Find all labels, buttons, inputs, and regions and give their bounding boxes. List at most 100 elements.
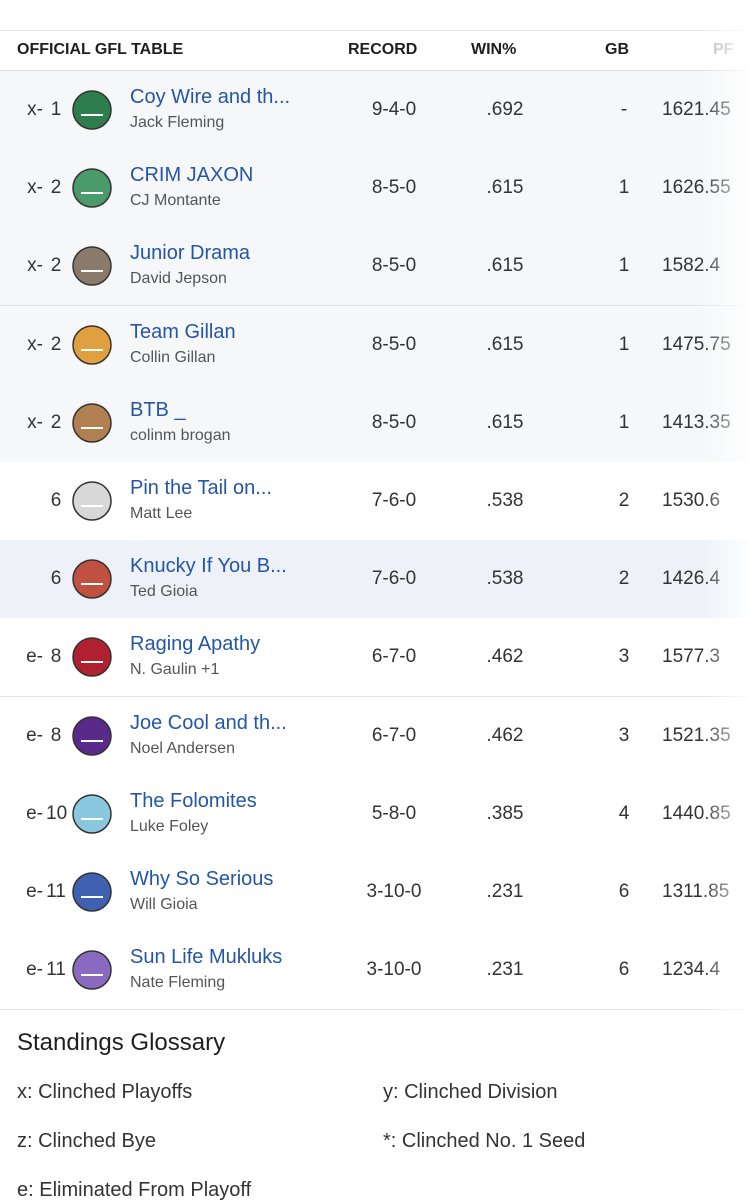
team-name[interactable]: Sun Life Mukluks — [130, 946, 283, 969]
record: 6-7-0 — [371, 724, 417, 746]
column-header[interactable]: WIN% — [471, 41, 517, 58]
table-row[interactable]: 6 Knucky If You B... Ted Gioia 7-6-0 .538 2 14… — [0, 540, 748, 620]
points-for: 1621.45 — [662, 99, 731, 120]
owner-name: Collin Gillan — [130, 348, 216, 366]
record: 8-5-0 — [371, 177, 417, 199]
games-back: 2 — [618, 568, 630, 590]
points-for: 1475.75 — [662, 333, 731, 355]
status-prefix: x- — [27, 255, 43, 277]
points-for: 1426.4 — [662, 568, 721, 590]
glossary-item: z: Clinched Bye — [17, 1130, 156, 1152]
owner-name: N. Gaulin +1 — [130, 661, 220, 679]
rank: 2 — [50, 411, 62, 433]
win-pct: .615 — [486, 255, 524, 277]
win-pct: .462 — [486, 724, 524, 746]
owner-name: Luke Foley — [130, 817, 209, 835]
rank: 11 — [46, 881, 66, 902]
games-back: 6 — [618, 881, 630, 902]
win-pct: .538 — [486, 490, 524, 511]
record: 9-4-0 — [371, 99, 417, 120]
points-for: 1530.6 — [662, 490, 721, 511]
owner-name: Jack Fleming — [130, 114, 225, 131]
team-name[interactable]: Why So Serious — [130, 868, 274, 890]
table-row[interactable]: x- 1 Coy Wire and th... Jack Fleming 9-4-0 .6… — [0, 71, 748, 150]
games-back: - — [620, 99, 628, 120]
team-name[interactable]: Raging Apathy — [130, 633, 261, 656]
team-avatar — [72, 715, 112, 756]
rank: 1 — [50, 99, 62, 120]
status-prefix: x- — [27, 333, 43, 355]
rank: 2 — [50, 177, 62, 199]
table-row[interactable]: e- 10 The Folomites Luke Foley 5-8-0 .385 4 144… — [0, 774, 748, 854]
column-header[interactable]: PF — [713, 41, 734, 58]
column-header[interactable]: RECORD — [348, 41, 418, 58]
team-name[interactable]: Coy Wire and th... — [130, 86, 291, 108]
table-row[interactable]: x- 2 Junior Drama David Jepson 8-5-0 .615 1 158… — [0, 227, 748, 307]
owner-name: Nate Fleming — [130, 974, 226, 992]
owner-name: David Jepson — [130, 270, 227, 288]
record: 3-10-0 — [366, 881, 422, 902]
win-pct: .462 — [486, 646, 524, 668]
rank: 6 — [50, 568, 62, 590]
team-avatar — [72, 168, 112, 208]
status-prefix: e- — [26, 724, 43, 746]
owner-name: Matt Lee — [130, 505, 193, 522]
games-back: 2 — [618, 490, 630, 511]
table-row[interactable]: x- 2 CRIM JAXON CJ Montante 8-5-0 .615 1 1626.5… — [0, 149, 748, 229]
team-name[interactable]: BTB _ — [130, 398, 186, 421]
rank: 11 — [46, 959, 66, 981]
table-row[interactable]: e- 11 Why So Serious Will Gioia 3-10-0 .231 6 1… — [0, 853, 748, 932]
column-header[interactable]: GB — [605, 41, 629, 58]
team-name[interactable]: Pin the Tail on... — [130, 477, 272, 499]
glossary-title: Standings Glossary — [17, 1029, 226, 1056]
team-name[interactable]: CRIM JAXON — [130, 164, 254, 187]
points-for: 1440.85 — [662, 802, 731, 824]
rank: 8 — [50, 724, 62, 746]
status-prefix: e- — [26, 881, 43, 902]
team-avatar — [72, 637, 112, 678]
table-row[interactable]: x- 2 Team Gillan Collin Gillan 8-5-0 .615 1 147… — [0, 305, 748, 385]
points-for: 1413.35 — [662, 411, 731, 433]
status-prefix: x- — [27, 99, 43, 120]
glossary-item: e: Eliminated From Playoff — [17, 1179, 252, 1201]
record: 8-5-0 — [371, 411, 417, 433]
team-name[interactable]: Team Gillan — [130, 320, 236, 343]
status-prefix: x- — [27, 411, 43, 433]
games-back: 6 — [618, 959, 630, 981]
team-avatar — [72, 403, 112, 443]
table-row[interactable]: e- 8 Raging Apathy N. Gaulin +1 6-7-0 .462 3 15… — [0, 618, 748, 698]
team-name[interactable]: Junior Drama — [130, 242, 251, 265]
status-prefix: e- — [26, 646, 43, 668]
table-row[interactable]: 6 Pin the Tail on... Matt Lee 7-6-0 .538 2 153… — [0, 462, 748, 541]
table-title: OFFICIAL GFL TABLE — [17, 41, 184, 58]
owner-name: colinm brogan — [130, 426, 231, 444]
team-avatar — [72, 950, 112, 990]
team-name[interactable]: The Folomites — [130, 789, 257, 812]
record: 5-8-0 — [371, 802, 417, 824]
team-name[interactable]: Joe Cool and th... — [130, 711, 287, 734]
games-back: 4 — [618, 802, 630, 824]
games-back: 3 — [618, 646, 630, 668]
table-row[interactable]: e- 11 Sun Life Mukluks Nate Fleming 3-10-0 .2… — [0, 931, 748, 1011]
glossary-item: x: Clinched Playoffs — [17, 1081, 193, 1103]
win-pct: .231 — [486, 881, 524, 902]
table-header: OFFICIAL GFL TABLE RECORD WIN% GB PF — [0, 30, 748, 71]
rank: 2 — [50, 333, 62, 355]
team-avatar — [72, 90, 112, 130]
win-pct: .615 — [486, 177, 524, 199]
record: 7-6-0 — [371, 490, 417, 511]
team-avatar — [72, 246, 112, 287]
win-pct: .692 — [486, 99, 524, 120]
table-row[interactable]: e- 8 Joe Cool and th... Noel Andersen 6-7-0.… — [0, 696, 748, 776]
win-pct: .385 — [486, 802, 524, 824]
games-back: 3 — [618, 724, 630, 746]
games-back: 1 — [618, 177, 630, 199]
team-name[interactable]: Knucky If You B... — [130, 555, 287, 578]
win-pct: .538 — [486, 568, 524, 590]
points-for: 1234.4 — [662, 959, 721, 981]
table-row[interactable]: x- 2 BTB _ colinm brogan 8-5-0 .615 1 1413.35 — [0, 383, 748, 463]
top-bar — [0, 0, 748, 31]
games-back: 1 — [618, 411, 630, 433]
points-for: 1311.85 — [662, 881, 730, 902]
owner-name: Noel Andersen — [130, 739, 235, 757]
